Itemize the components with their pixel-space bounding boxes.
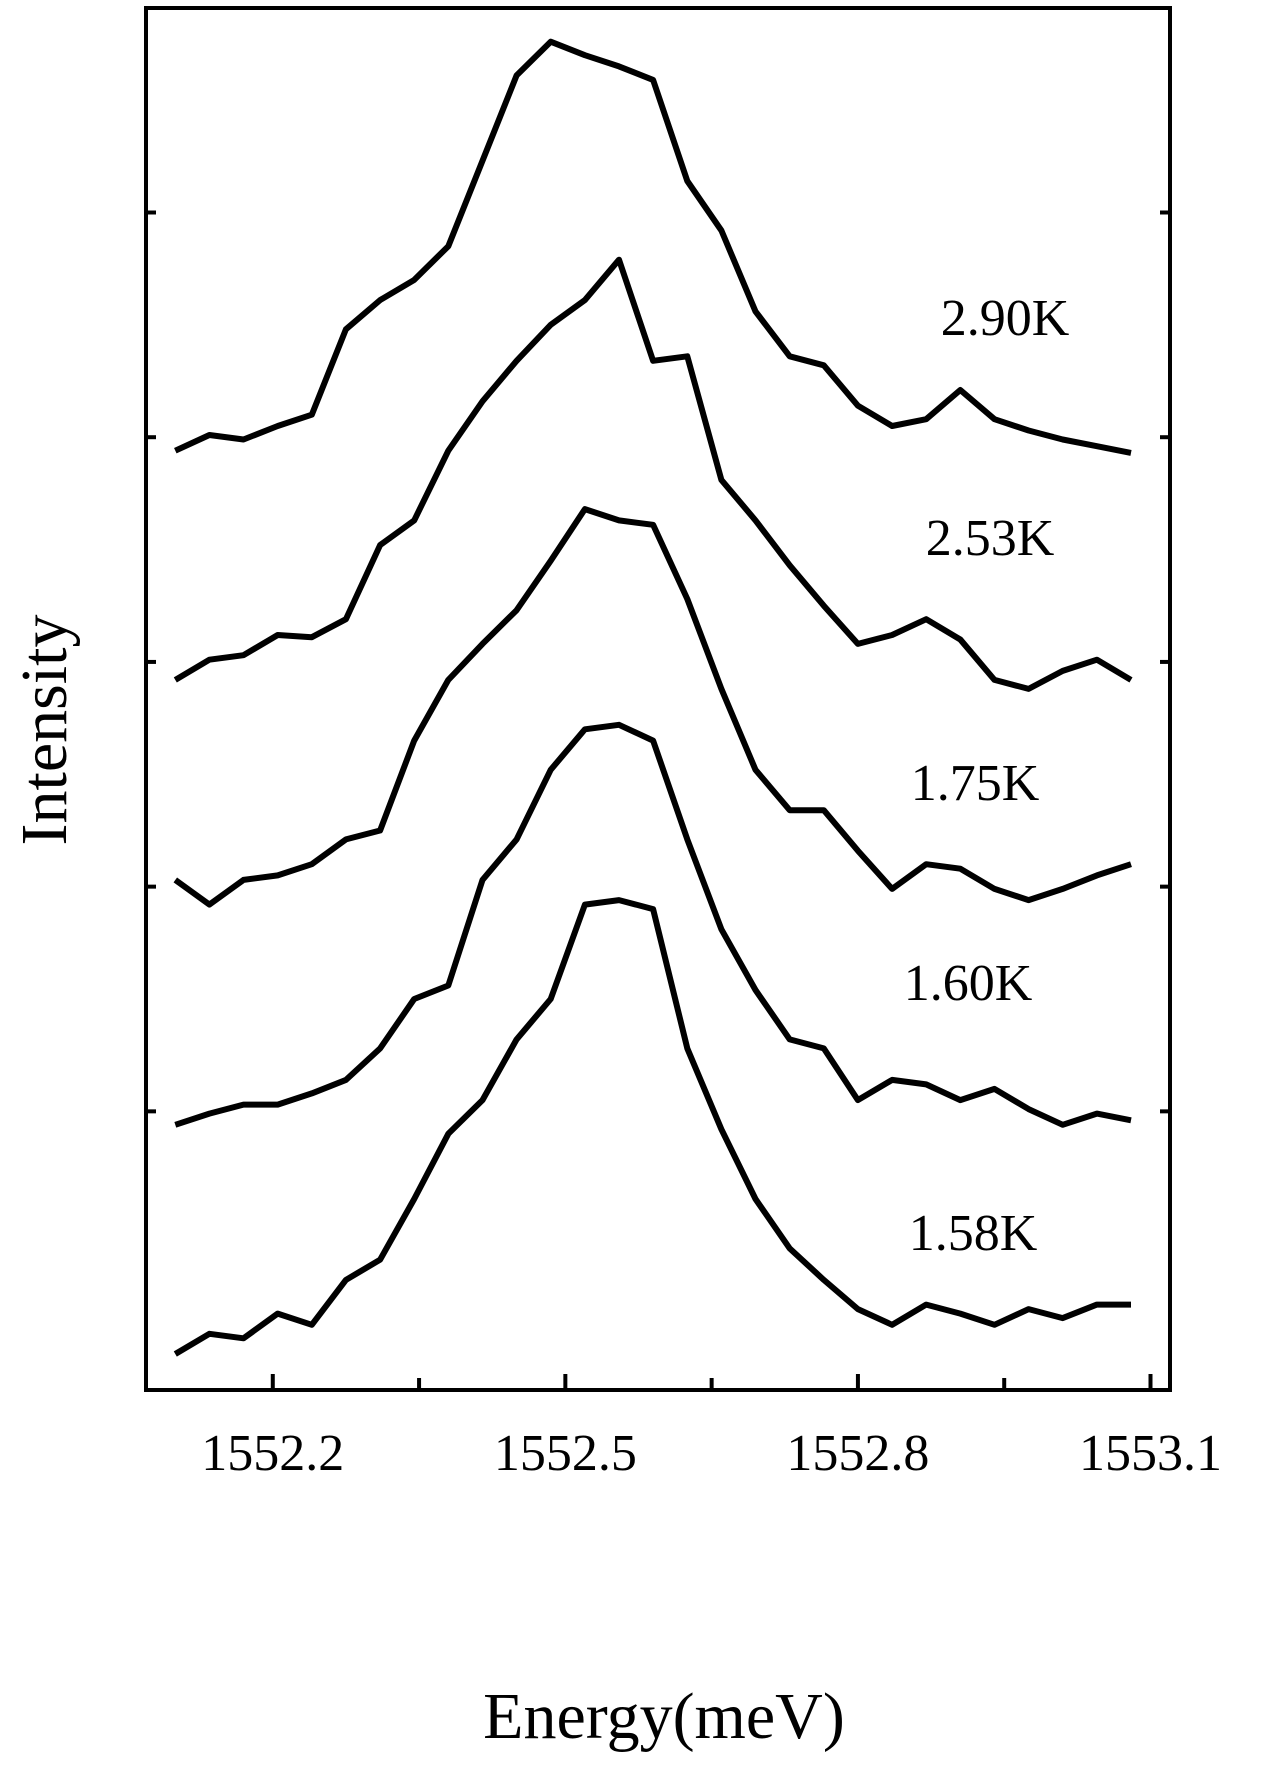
series-label: 1.60K: [904, 955, 1033, 1012]
series-label: 2.53K: [926, 510, 1055, 567]
spectrum-line: [174, 721, 1132, 1128]
series-label: 2.90K: [941, 290, 1070, 347]
spectrum-line: [173, 256, 1133, 692]
x-tick-label: 1552.2: [201, 1425, 344, 1482]
x-tick-label: 1553.1: [1079, 1425, 1222, 1482]
series-label: 1.75K: [911, 755, 1040, 812]
x-tick-label: 1552.8: [786, 1425, 929, 1482]
spectrum-line: [173, 506, 1132, 908]
x-tick-label: 1552.5: [494, 1425, 637, 1482]
series-label: 1.58K: [909, 1205, 1038, 1262]
plot-frame: [144, 6, 1172, 1392]
spectrum-line: [173, 897, 1131, 1357]
spectrum-line: [174, 38, 1132, 456]
y-axis-label: Intensity: [8, 615, 81, 846]
x-axis-label: Energy(meV): [483, 1680, 845, 1753]
